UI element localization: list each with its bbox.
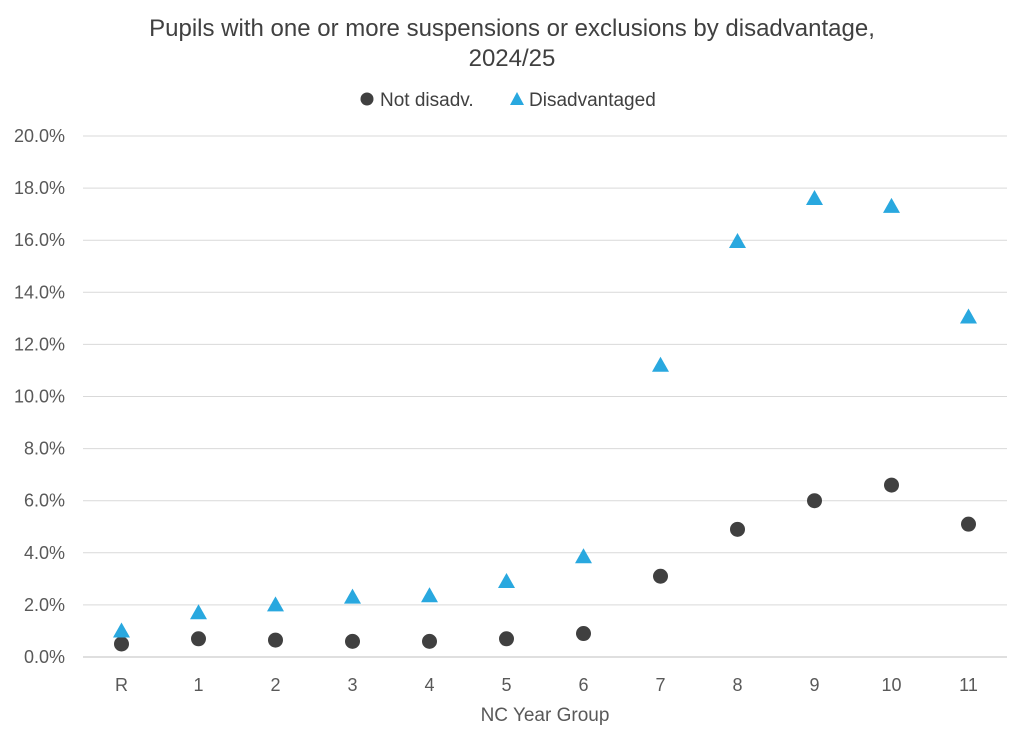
- point-disadvantaged: [421, 587, 438, 603]
- y-axis-tick-labels: 0.0% 2.0% 4.0% 6.0% 8.0% 10.0% 12.0% 14.0% 16.0%…: [14, 126, 65, 667]
- legend-label-disadvantaged: Disadvantaged: [529, 90, 656, 111]
- point-not-disadv: [730, 521, 745, 537]
- x-tick-label: 4: [424, 675, 434, 695]
- x-tick-label: 8: [732, 675, 742, 695]
- chart-title-line-1: Pupils with one or more suspensions or e…: [149, 15, 875, 42]
- point-disadvantaged: [652, 356, 669, 372]
- point-disadvantaged: [344, 588, 361, 604]
- x-tick-label: 11: [959, 675, 978, 695]
- point-not-disadv: [961, 516, 976, 532]
- point-disadvantaged: [498, 572, 515, 588]
- legend-marker-disadvantaged: [510, 92, 524, 105]
- point-disadvantaged: [960, 308, 977, 324]
- x-tick-label: 3: [347, 675, 357, 695]
- y-tick-label: 14.0%: [14, 282, 65, 302]
- series-disadvantaged: [113, 190, 977, 638]
- series-not-disadv: [114, 477, 976, 652]
- legend-label-not-disadv: Not disadv.: [380, 90, 474, 111]
- gridlines: [83, 135, 1007, 606]
- x-tick-label: 5: [501, 675, 511, 695]
- x-axis-tick-labels: R 1 2 3 4 5 6 7 8 9 10 11: [115, 675, 978, 695]
- x-axis-title: NC Year Group: [481, 705, 610, 726]
- x-tick-label: R: [115, 675, 128, 695]
- y-tick-label: 12.0%: [14, 334, 65, 354]
- point-disadvantaged: [113, 622, 130, 638]
- x-tick-label: 7: [655, 675, 665, 695]
- y-tick-label: 4.0%: [24, 543, 65, 563]
- point-not-disadv: [653, 568, 668, 584]
- y-tick-label: 18.0%: [14, 178, 65, 198]
- point-disadvantaged: [883, 197, 900, 213]
- legend: Not disadv. Disadvantaged: [360, 90, 656, 111]
- point-disadvantaged: [190, 604, 207, 620]
- x-tick-label: 1: [193, 675, 203, 695]
- point-not-disadv: [268, 632, 283, 648]
- x-tick-label: 2: [270, 675, 280, 695]
- point-disadvantaged: [267, 596, 284, 612]
- point-disadvantaged: [575, 548, 592, 564]
- y-tick-label: 6.0%: [24, 491, 65, 511]
- y-tick-label: 8.0%: [24, 439, 65, 459]
- point-not-disadv: [191, 631, 206, 647]
- legend-marker-not-disadv: [360, 92, 374, 106]
- point-disadvantaged: [729, 233, 746, 249]
- y-tick-label: 0.0%: [24, 647, 65, 667]
- point-not-disadv: [807, 493, 822, 509]
- y-tick-label: 2.0%: [24, 595, 65, 615]
- y-tick-label: 20.0%: [14, 126, 65, 146]
- point-not-disadv: [114, 636, 129, 652]
- point-not-disadv: [422, 633, 437, 649]
- x-tick-label: 9: [809, 675, 819, 695]
- x-tick-label: 6: [578, 675, 588, 695]
- y-tick-label: 16.0%: [14, 230, 65, 250]
- y-tick-label: 10.0%: [14, 387, 65, 407]
- point-disadvantaged: [806, 190, 823, 206]
- point-not-disadv: [345, 633, 360, 649]
- point-not-disadv: [499, 631, 514, 647]
- x-tick-label: 10: [881, 675, 901, 695]
- point-not-disadv: [576, 626, 591, 642]
- chart-title-line-2: 2024/25: [469, 45, 556, 72]
- point-not-disadv: [884, 477, 899, 493]
